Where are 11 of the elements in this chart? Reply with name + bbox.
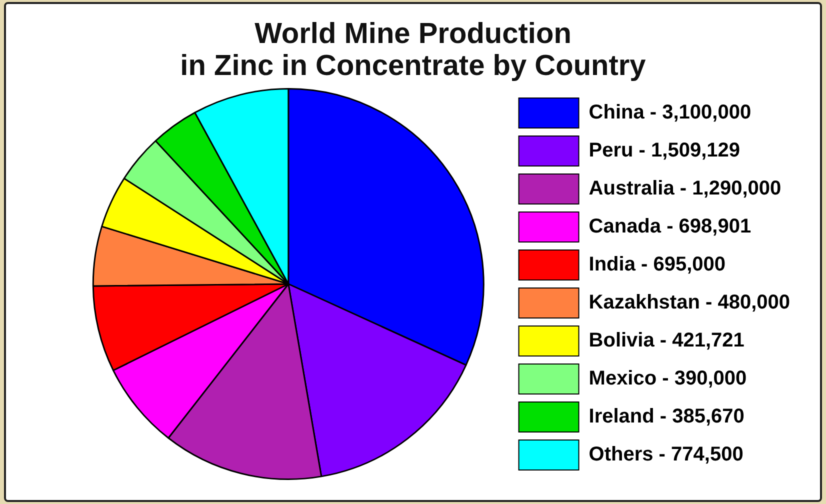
legend-label: Kazakhstan - 480,000 [588,292,790,314]
legend-label: Ireland - 385,670 [588,406,744,428]
legend-label: Peru - 1,509,129 [588,140,740,162]
chart-title: World Mine Production in Zinc in Concentrate by Country [179,18,647,82]
legend-label: Mexico - 390,000 [588,368,747,390]
legend-label: Others - 774,500 [588,444,744,466]
legend-label: China - 3,100,000 [588,102,752,124]
legend-label: Canada - 698,901 [588,216,752,238]
legend-label: Australia - 1,290,000 [588,178,782,200]
legend-label: Bolivia - 421,721 [588,330,744,352]
legend-label: India - 695,000 [588,254,726,276]
